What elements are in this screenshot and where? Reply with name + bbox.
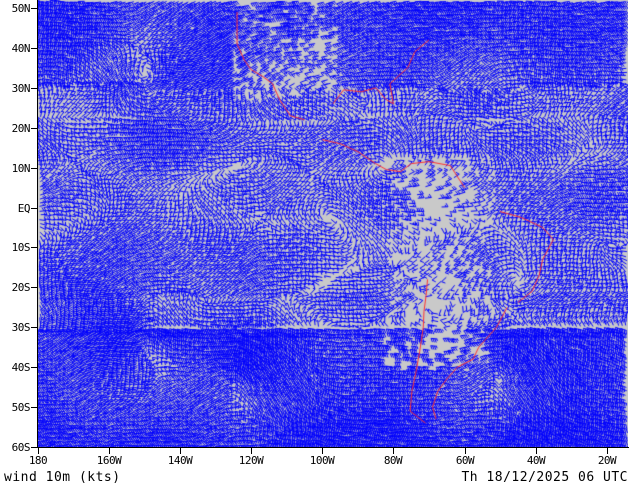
y-tick [31,407,38,408]
y-tick-label: 60S [11,441,31,454]
x-tick [322,448,323,454]
y-tick [31,48,38,49]
x-tick-label: 160W [96,454,122,467]
y-tick-label: 10N [11,162,31,175]
x-tick [180,448,181,454]
x-tick [536,448,537,454]
y-tick [31,8,38,9]
x-tick-label: 120W [238,454,264,467]
x-axis-line [37,447,629,448]
x-tick [393,448,394,454]
y-tick [31,247,38,248]
plot-area[interactable] [38,0,628,447]
valid-time-label: Th 18/12/2025 06 UTC [461,470,628,485]
x-tick-label: 140W [167,454,193,467]
y-tick [31,287,38,288]
y-tick [31,327,38,328]
y-tick-label: 30N [11,82,31,95]
y-tick-label: 40S [11,361,31,374]
y-tick-label: 20S [11,281,31,294]
y-tick-label: 30S [11,321,31,334]
x-tick-label: 20W [597,454,617,467]
y-tick-label: EQ [17,202,31,215]
x-tick-label: 80W [383,454,403,467]
y-tick [31,367,38,368]
x-tick-label: 60W [455,454,475,467]
y-tick [31,447,38,448]
y-tick-label: 50N [11,2,31,15]
y-tick [31,168,38,169]
x-tick-label: 40W [526,454,546,467]
y-tick [31,88,38,89]
y-tick [31,128,38,129]
y-tick-label: 10S [11,241,31,254]
y-tick [31,208,38,209]
x-tick-label: 100W [309,454,335,467]
x-tick [251,448,252,454]
x-tick [109,448,110,454]
x-tick-label: 180 [28,454,48,467]
y-tick-label: 40N [11,42,31,55]
x-tick [607,448,608,454]
x-tick [38,448,39,454]
variable-label: wind 10m (kts) [4,470,121,485]
x-tick [465,448,466,454]
y-tick-label: 20N [11,122,31,135]
y-tick-label: 50S [11,401,31,414]
y-axis-line [37,0,38,448]
wind-barb-field-canvas[interactable] [38,0,628,447]
